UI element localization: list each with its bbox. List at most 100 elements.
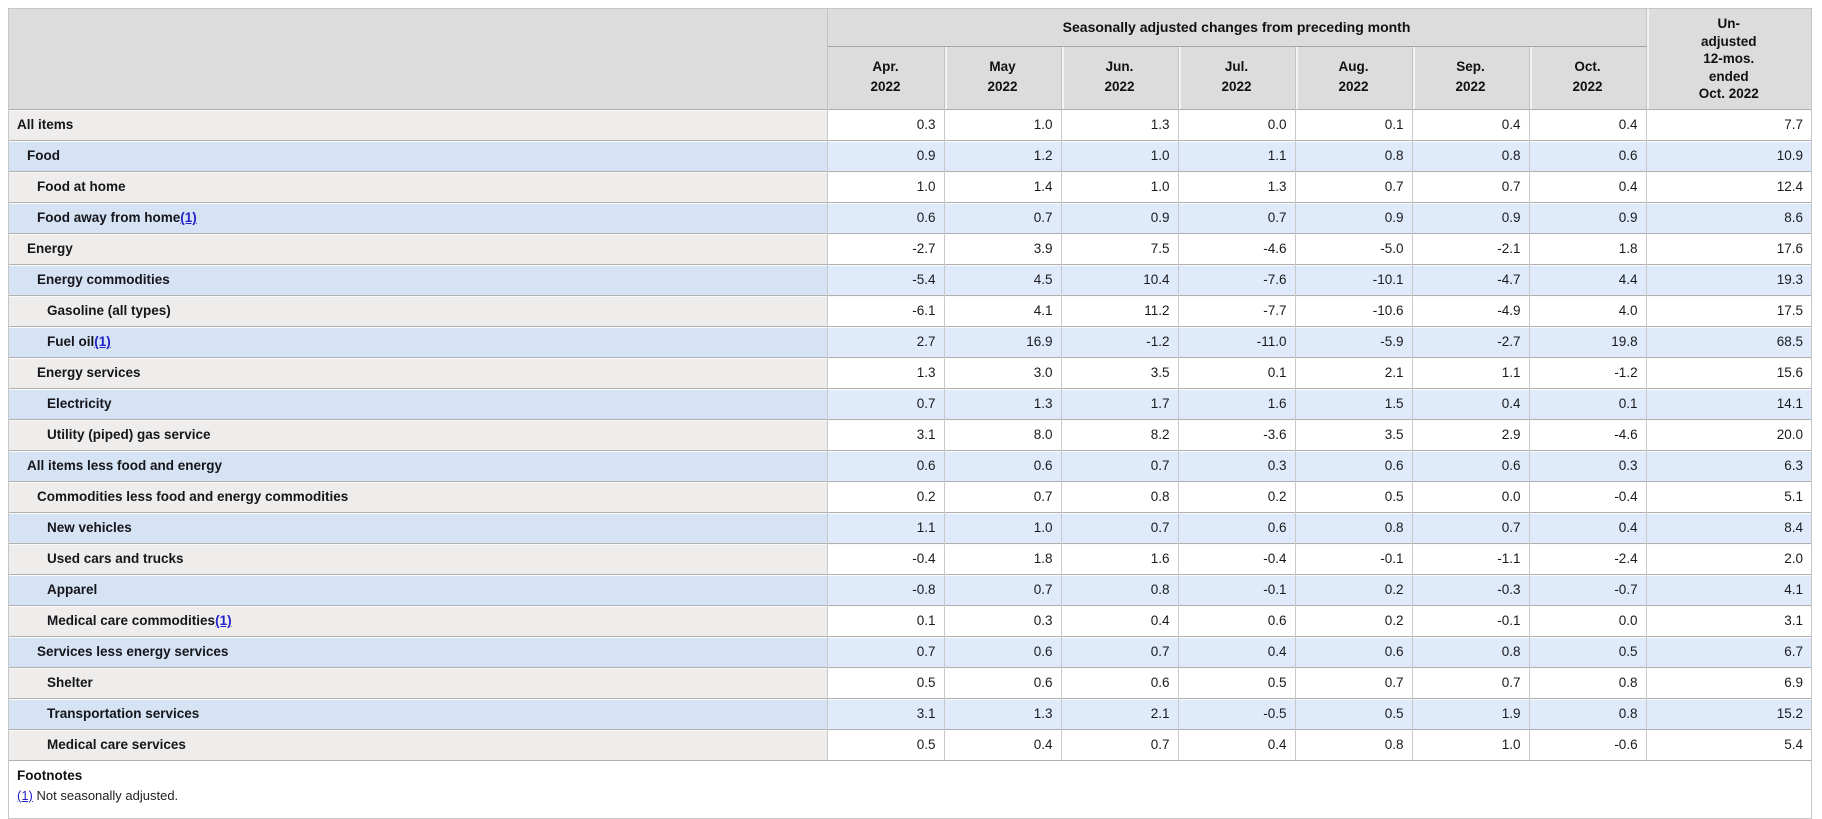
unadjusted-value-cell: 2.0: [1645, 542, 1811, 575]
row-label: Shelter: [9, 666, 828, 699]
unadjusted-column-header: Un- adjusted 12-mos. ended Oct. 2022: [1645, 9, 1811, 110]
table-row: Food away from home(1) 0.6 0.7 0.9 0.7 0.9 0.9…: [9, 201, 1811, 234]
value-cell: 0.0: [1528, 604, 1647, 637]
row-label: Energy services: [9, 356, 828, 389]
value-cell: 0.8: [1528, 666, 1647, 699]
row-label: Services less energy services: [9, 635, 828, 668]
value-cell: -0.1: [1294, 542, 1412, 575]
value-cell: -2.4: [1528, 542, 1647, 575]
value-cell: -0.4: [1177, 542, 1295, 575]
value-cell: 0.4: [1528, 108, 1647, 141]
value-cell: 3.1: [826, 697, 944, 730]
unadjusted-value-cell: 8.4: [1645, 511, 1811, 544]
value-cell: 0.6: [1294, 635, 1412, 668]
value-cell: -1.2: [1060, 325, 1178, 358]
footnote-text: Not seasonally adjusted.: [36, 787, 179, 803]
value-cell: 0.1: [1294, 108, 1412, 141]
value-cell: 0.9: [1411, 201, 1529, 234]
unadjusted-value-cell: 15.2: [1645, 697, 1811, 730]
unadjusted-value-cell: 17.6: [1645, 232, 1811, 265]
unadjusted-value-cell: 3.1: [1645, 604, 1811, 637]
unadjusted-value-cell: 5.1: [1645, 480, 1811, 513]
table-row: Gasoline (all types) -6.1 4.1 11.2 -7.7 -10.6…: [9, 294, 1811, 327]
value-cell: 0.4: [1411, 387, 1529, 420]
value-cell: 2.9: [1411, 418, 1529, 451]
table-row: Shelter 0.5 0.6 0.6 0.5 0.7 0.7 0.8 6.9: [9, 666, 1811, 699]
value-cell: 1.0: [1060, 139, 1178, 172]
unadjusted-value-cell: 10.9: [1645, 139, 1811, 172]
value-cell: 0.6: [826, 201, 944, 234]
value-cell: -4.6: [1177, 232, 1295, 265]
value-cell: 0.7: [826, 387, 944, 420]
value-cell: 3.5: [1060, 356, 1178, 389]
footnote-ref-link[interactable]: (1): [94, 334, 111, 350]
value-cell: 11.2: [1060, 294, 1178, 327]
unadjusted-value-cell: 20.0: [1645, 418, 1811, 451]
row-label: Commodities less food and energy commodi…: [9, 480, 828, 513]
value-cell: 0.4: [943, 728, 1061, 760]
value-cell: 1.3: [1177, 170, 1295, 203]
value-cell: 0.7: [826, 635, 944, 668]
table-row: Used cars and trucks -0.4 1.8 1.6 -0.4 -0.1 -1…: [9, 542, 1811, 575]
value-cell: 0.7: [1411, 666, 1529, 699]
footnote-ref-link[interactable]: (1): [180, 210, 197, 226]
unadjusted-value-cell: 68.5: [1645, 325, 1811, 358]
value-cell: 3.1: [826, 418, 944, 451]
value-cell: 1.0: [943, 108, 1061, 141]
value-cell: 0.4: [1060, 604, 1178, 637]
value-cell: -4.9: [1411, 294, 1529, 327]
value-cell: 0.7: [1060, 511, 1178, 544]
value-cell: 4.1: [943, 294, 1061, 327]
row-label: All items less food and energy: [9, 449, 828, 482]
unadjusted-value-cell: 6.7: [1645, 635, 1811, 668]
table-row: Food 0.9 1.2 1.0 1.1 0.8 0.8 0.6 10.9: [9, 139, 1811, 172]
value-cell: 0.4: [1411, 108, 1529, 141]
footnote-ref-link[interactable]: (1): [215, 613, 232, 629]
value-cell: 1.7: [1060, 387, 1178, 420]
value-cell: -10.6: [1294, 294, 1412, 327]
value-cell: 0.2: [826, 480, 944, 513]
row-label: Medical care services: [9, 728, 828, 760]
table-row: Commodities less food and energy commodi…: [9, 480, 1811, 513]
group-header: Seasonally adjusted changes from precedi…: [827, 9, 1647, 47]
value-cell: 0.0: [1177, 108, 1295, 141]
cpi-table-page: Seasonally adjusted changes from precedi…: [8, 8, 1812, 819]
value-cell: 0.6: [826, 449, 944, 482]
value-cell: 3.9: [943, 232, 1061, 265]
value-cell: -10.1: [1294, 263, 1412, 296]
corner-cell: [9, 9, 828, 110]
value-cell: 0.3: [943, 604, 1061, 637]
value-cell: 2.1: [1060, 697, 1178, 730]
value-cell: 0.8: [1060, 573, 1178, 606]
unadjusted-value-cell: 4.1: [1645, 573, 1811, 606]
value-cell: 0.3: [826, 108, 944, 141]
value-cell: -4.6: [1528, 418, 1647, 451]
footnote-ref-link[interactable]: (1): [17, 787, 33, 803]
row-label: All items: [9, 108, 828, 141]
value-cell: 1.3: [1060, 108, 1178, 141]
value-cell: 1.2: [943, 139, 1061, 172]
value-cell: 19.8: [1528, 325, 1647, 358]
value-cell: -6.1: [826, 294, 944, 327]
value-cell: -0.8: [826, 573, 944, 606]
value-cell: 0.5: [1294, 480, 1412, 513]
group-header-row: Seasonally adjusted changes from precedi…: [9, 9, 1811, 110]
value-cell: 0.7: [1060, 728, 1178, 760]
month-column-header: Jul. 2022: [1177, 46, 1295, 110]
row-label: Utility (piped) gas service: [9, 418, 828, 451]
value-cell: 8.2: [1060, 418, 1178, 451]
value-cell: 0.5: [826, 728, 944, 760]
value-cell: 1.6: [1177, 387, 1295, 420]
month-column-header: May 2022: [943, 46, 1061, 110]
value-cell: 0.4: [1528, 170, 1647, 203]
cpi-data-table: Seasonally adjusted changes from precedi…: [9, 9, 1811, 760]
value-cell: -7.7: [1177, 294, 1295, 327]
value-cell: 0.6: [1528, 139, 1647, 172]
row-label: Energy: [9, 232, 828, 265]
value-cell: 1.3: [826, 356, 944, 389]
value-cell: 0.7: [1177, 201, 1295, 234]
row-label: Food away from home(1): [9, 201, 828, 234]
value-cell: 0.2: [1294, 604, 1412, 637]
value-cell: -0.4: [1528, 480, 1647, 513]
row-label: Medical care commodities(1): [9, 604, 828, 637]
